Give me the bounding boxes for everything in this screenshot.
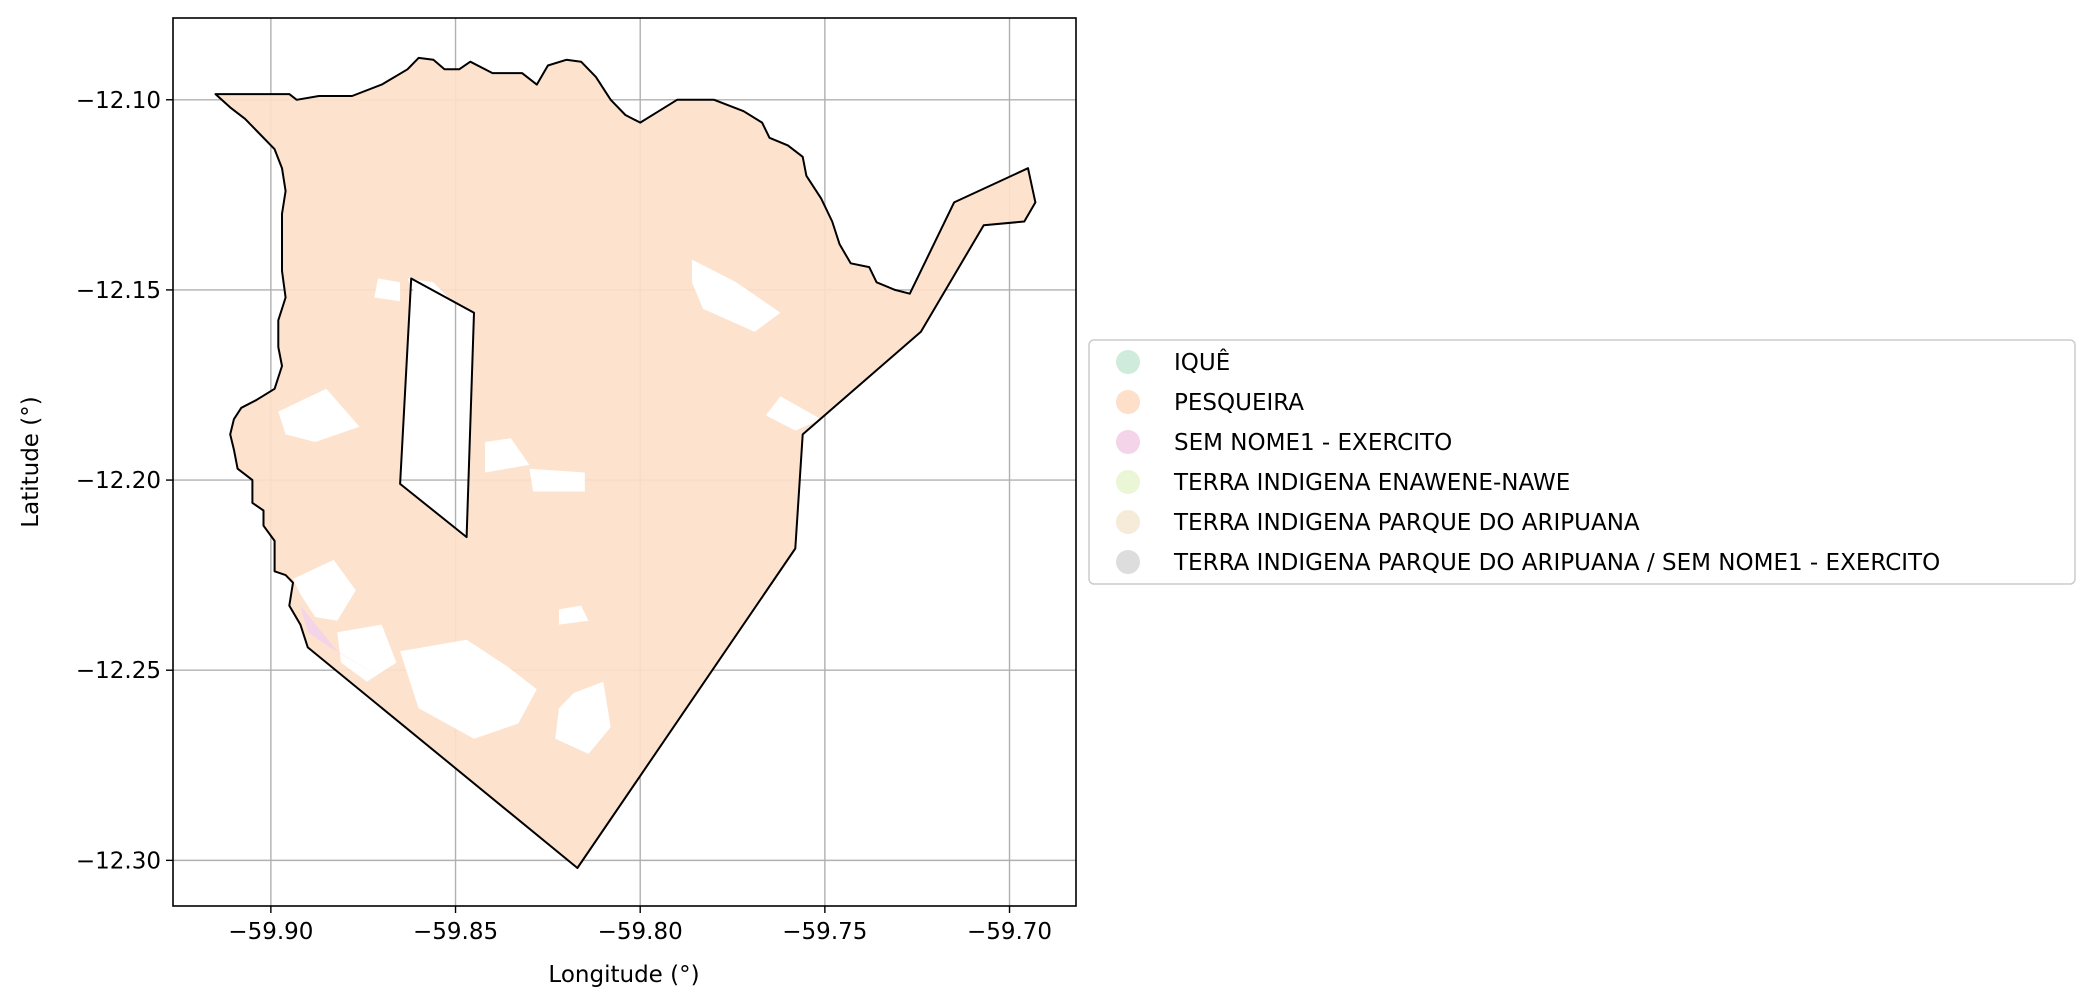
legend-item: TERRA INDIGENA ENAWENE-NAWE xyxy=(1116,470,1570,496)
map-plot-area: −59.90 −59.85 −59.80 −59.75 −59.70 −12.10−12… xyxy=(76,17,1077,945)
legend-box xyxy=(1088,339,2076,585)
legend-item: SEM NOME1 - EXERCITO xyxy=(1116,430,1452,456)
unclassified-patch xyxy=(691,259,781,332)
region-layer xyxy=(214,56,1037,869)
unclassified-patch xyxy=(765,396,822,431)
legend-label: TERRA INDIGENA ENAWENE-NAWE xyxy=(1173,470,1570,496)
inner-boundary-line xyxy=(399,277,475,539)
y-tick-label: −12.15 xyxy=(76,278,161,304)
unclassified-patch xyxy=(374,278,401,302)
unclassified-patch xyxy=(558,605,589,625)
unclassified-patch xyxy=(529,468,585,492)
pesqueira-area xyxy=(215,57,1036,868)
unclassified-patch xyxy=(293,559,356,621)
x-tick-label: −59.75 xyxy=(782,919,867,945)
x-tick-label: −59.80 xyxy=(598,919,683,945)
y-tick-label: −12.10 xyxy=(76,88,161,114)
unclassified-patch xyxy=(278,388,360,442)
unclassified-patch xyxy=(555,681,611,754)
y-tick-label: −12.25 xyxy=(76,658,161,684)
legend: IQUÊ PESQUEIRA SEM NOME1 - EXERCITO TERRA I… xyxy=(1088,339,2076,585)
unclassified-patch xyxy=(337,624,397,682)
legend-item: PESQUEIRA xyxy=(1116,390,1304,416)
legend-marker xyxy=(1116,510,1140,534)
legend-label: TERRA INDIGENA PARQUE DO ARIPUANA / SEM … xyxy=(1173,550,1940,576)
x-tick-label: −59.70 xyxy=(967,919,1052,945)
legend-item: IQUÊ xyxy=(1116,348,1230,376)
x-axis-label: Longitude (°) xyxy=(548,962,699,988)
legend-marker xyxy=(1116,550,1140,574)
legend-item: TERRA INDIGENA PARQUE DO ARIPUANA xyxy=(1116,510,1640,536)
legend-marker xyxy=(1116,350,1140,374)
legend-marker xyxy=(1116,390,1140,414)
legend-marker xyxy=(1116,430,1140,454)
legend-item: TERRA INDIGENA PARQUE DO ARIPUANA / SEM … xyxy=(1116,550,1940,576)
y-tick-label: −12.30 xyxy=(76,848,161,874)
axes-frame xyxy=(172,17,1077,907)
unclassified-patch xyxy=(400,639,537,739)
y-tick-label: −12.20 xyxy=(76,468,161,494)
x-tick-label: −59.85 xyxy=(413,919,498,945)
outer-boundary-line xyxy=(214,56,1037,869)
legend-items: IQUÊ PESQUEIRA SEM NOME1 - EXERCITO TERRA I… xyxy=(1116,348,1940,576)
legend-label: PESQUEIRA xyxy=(1174,390,1304,416)
unclassified-patch xyxy=(407,278,449,302)
legend-marker xyxy=(1116,470,1140,494)
legend-label: SEM NOME1 - EXERCITO xyxy=(1174,430,1452,456)
y-axis-ticks: −12.10 −12.15 −12.20 −12.25 −12.30 xyxy=(76,88,173,874)
x-axis-ticks: −59.90 −59.85 −59.80 −59.75 −59.70 xyxy=(228,906,1052,945)
unclassified-patch xyxy=(485,438,530,473)
y-axis-label: Latitude (°) xyxy=(18,396,44,527)
legend-label: IQUÊ xyxy=(1174,348,1230,376)
legend-label: TERRA INDIGENA PARQUE DO ARIPUANA xyxy=(1173,510,1640,536)
x-tick-label: −59.90 xyxy=(228,919,313,945)
